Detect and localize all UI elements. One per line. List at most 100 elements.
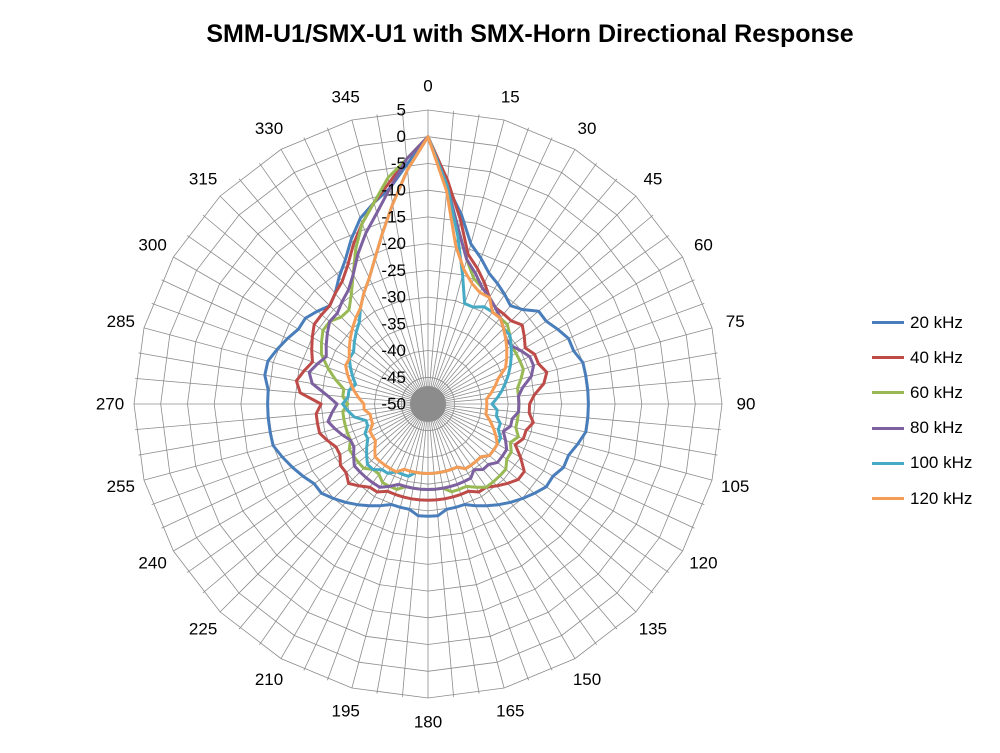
angle-tick-label: 330 [255, 119, 283, 138]
radial-gridline [186, 235, 429, 405]
angle-tick-label: 195 [332, 702, 360, 721]
radial-gridline [280, 149, 429, 405]
radial-gridline [259, 162, 429, 405]
radial-gridline [219, 403, 429, 613]
radial-gridline [238, 178, 429, 405]
series-line-1 [294, 135, 549, 502]
radial-gridline [259, 403, 429, 646]
ring-gridline [133, 109, 723, 699]
radial-gridline [427, 403, 670, 573]
ring-gridline [160, 136, 696, 672]
radial-gridline [427, 352, 718, 405]
legend-swatch [872, 356, 904, 360]
center-hub [410, 386, 446, 422]
radial-gridline [427, 403, 480, 694]
radial-gridline [427, 214, 654, 405]
radial-gridline [173, 256, 429, 405]
angle-tick-label: 75 [726, 312, 745, 331]
angle-tick-label: 15 [501, 87, 520, 106]
ring-gridline [347, 323, 509, 485]
legend-label: 40 kHz [910, 347, 963, 367]
radial-gridline [427, 127, 529, 405]
radial-gridline [427, 403, 553, 671]
radial-gridline [427, 403, 618, 630]
series-line-0 [263, 135, 590, 518]
radial-gridline [161, 403, 429, 529]
radial-gridline [427, 279, 695, 405]
radial-gridline [427, 149, 576, 405]
series-line-5 [344, 135, 509, 475]
radial-gridline [427, 403, 695, 529]
radial-gridline [138, 403, 429, 456]
legend: 20 kHz 40 kHz 60 kHz 80 kHz 100 kHz 120 kHz [872, 305, 972, 516]
ring-gridline [240, 216, 616, 592]
radial-gridline [427, 403, 721, 430]
radial-tick-label: -45 [381, 368, 406, 387]
radial-gridline [427, 403, 713, 481]
polar-grid [133, 109, 723, 699]
angle-tick-label: 255 [107, 477, 135, 496]
radial-gridline [202, 403, 429, 594]
angle-tick-label: 135 [639, 619, 667, 638]
angle-tick-label: 210 [255, 670, 283, 689]
radial-gridline [135, 403, 429, 430]
legend-label: 100 kHz [910, 453, 973, 473]
angle-tick-label: 285 [107, 312, 135, 331]
angle-tick-label: 300 [138, 236, 166, 255]
radial-gridline [427, 195, 637, 405]
radial-tick-label: -10 [381, 181, 406, 200]
angle-tick-label: 345 [332, 87, 360, 106]
radial-gridline [427, 235, 670, 405]
radial-gridline [202, 214, 429, 405]
legend-item: 40 kHz [872, 340, 972, 375]
ring-gridline [400, 376, 456, 432]
radial-gridline [427, 114, 480, 405]
legend-item: 100 kHz [872, 446, 972, 481]
radial-gridline [427, 403, 505, 689]
radial-gridline [427, 403, 705, 505]
radial-tick-label: -5 [391, 154, 406, 173]
radial-gridline [303, 403, 429, 671]
legend-item: 60 kHz [872, 375, 972, 410]
radial-gridline [143, 403, 429, 481]
radial-gridline [427, 178, 618, 405]
radial-gridline [427, 303, 705, 405]
radial-tick-label: -40 [381, 341, 406, 360]
angle-tick-label: 105 [721, 477, 749, 496]
radial-tick-label: 5 [397, 101, 406, 120]
ring-gridline [213, 189, 643, 619]
legend-label: 60 kHz [910, 382, 963, 402]
angle-tick-label: 30 [578, 119, 597, 138]
ring-gridline [267, 243, 589, 565]
angle-tick-label: 165 [496, 702, 524, 721]
radial-gridline [327, 127, 429, 405]
radial-tick-label: -25 [381, 261, 406, 280]
radial-tick-label: 0 [397, 127, 406, 146]
radial-gridline [427, 256, 683, 405]
radial-tick-label: -30 [381, 288, 406, 307]
radial-gridline [351, 403, 429, 689]
legend-swatch [872, 497, 904, 501]
radial-gridline [427, 403, 597, 646]
radial-gridline [151, 403, 429, 505]
series-lines [263, 135, 590, 518]
radial-gridline [427, 119, 505, 405]
legend-item: 80 kHz [872, 411, 972, 446]
legend-item: 120 kHz [872, 481, 972, 516]
radial-gridline [427, 327, 713, 405]
ring-gridline [187, 163, 669, 645]
legend-label: 20 kHz [910, 312, 963, 332]
radial-gridline [427, 403, 576, 659]
ring-gridline [374, 350, 482, 458]
radial-gridline [427, 403, 637, 613]
radial-tick-label: -35 [381, 314, 406, 333]
legend-swatch [872, 321, 904, 325]
radial-gridline [427, 403, 683, 552]
radial-tick-label: -20 [381, 234, 406, 253]
legend-label: 80 kHz [910, 418, 963, 438]
radial-gridline [303, 137, 429, 405]
radial-gridline [376, 403, 429, 694]
radial-gridline [238, 403, 429, 630]
radial-gridline [427, 403, 529, 681]
angle-tick-label: 240 [138, 554, 166, 573]
